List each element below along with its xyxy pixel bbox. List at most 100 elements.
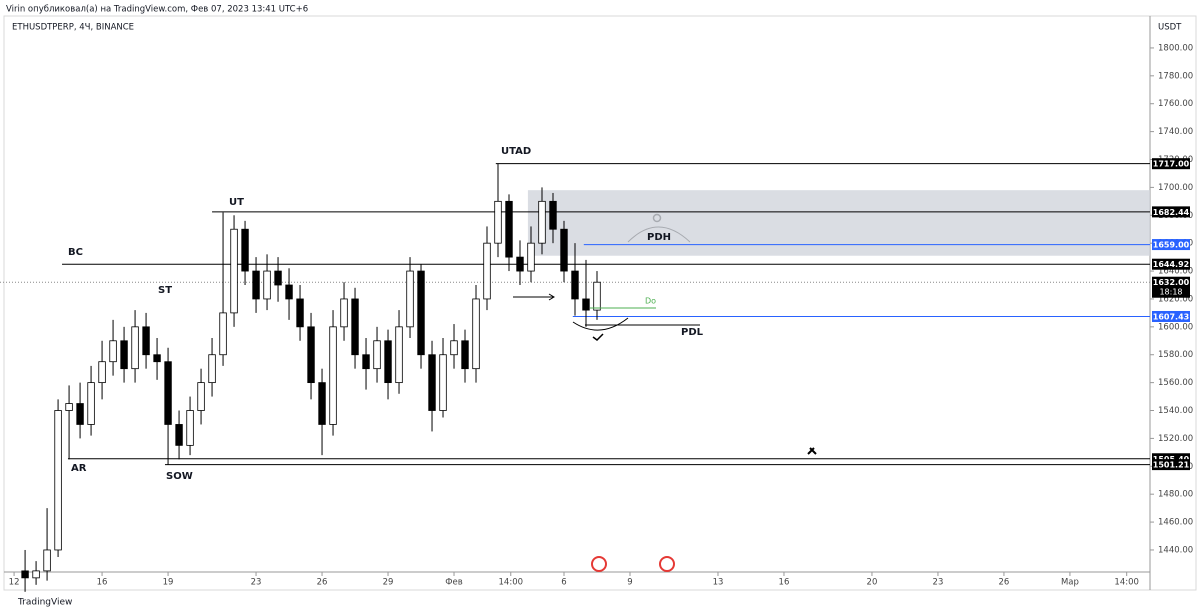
last-price-label: 1632.00 — [1153, 278, 1190, 287]
event-icon[interactable] — [659, 556, 675, 572]
candle-body — [362, 354, 370, 370]
x-tick-label: 16 — [779, 578, 790, 588]
candle-body — [252, 270, 260, 300]
y-tick-label: 1700.00 — [1158, 183, 1193, 193]
arrow — [513, 293, 555, 301]
level-label: 1644.92 — [1153, 260, 1189, 269]
y-tick-label: 1780.00 — [1158, 71, 1193, 81]
pdl-arc — [572, 317, 629, 331]
level-label-box — [1152, 158, 1190, 170]
annotation: PDL — [681, 327, 704, 338]
x-tick-label: 29 — [383, 578, 394, 588]
candle-body — [406, 270, 414, 328]
candle-body — [472, 298, 480, 370]
x-tick-label: 26 — [999, 578, 1010, 588]
y-tick-label: 1540.00 — [1158, 406, 1193, 416]
candle-body — [538, 200, 546, 244]
annotation: Do — [645, 297, 656, 306]
level-label-box — [1152, 453, 1190, 465]
candle-body — [263, 270, 271, 300]
candle-body — [186, 410, 194, 446]
level-label-box — [1152, 258, 1190, 270]
y-tick-label: 1460.00 — [1158, 518, 1193, 528]
candle-body — [483, 242, 491, 300]
candle-body — [219, 312, 227, 356]
annotation: AR — [71, 463, 87, 474]
level-label-box — [1152, 206, 1190, 218]
candle-body — [274, 270, 282, 286]
x-tick-label: 16 — [97, 578, 108, 588]
candle-body — [109, 340, 117, 363]
x-tick-label: 9 — [627, 578, 632, 588]
candle-body — [373, 340, 381, 370]
level-label: 1501.21 — [1153, 461, 1190, 470]
candle-body — [285, 284, 293, 300]
y-tick-label: 1600.00 — [1158, 322, 1193, 332]
level-label: 1682.44 — [1153, 208, 1190, 217]
tool-icon — [807, 447, 817, 455]
x-tick-label: Фев — [445, 578, 463, 588]
y-tick-label: 1620.00 — [1158, 294, 1193, 304]
x-tick-label: 6 — [561, 578, 566, 588]
candle-body — [505, 200, 513, 258]
candle-body — [307, 326, 315, 384]
level-label-box — [1152, 310, 1190, 322]
level-label-box — [1152, 239, 1190, 251]
candle-body — [230, 228, 238, 314]
candle-body — [131, 326, 139, 370]
candle-body — [241, 228, 249, 272]
candle-body — [428, 354, 436, 411]
x-tick-label: 26 — [317, 578, 328, 588]
candle-body — [87, 382, 95, 425]
y-tick-label: 1560.00 — [1158, 378, 1193, 388]
candle-body — [208, 354, 216, 384]
candle-body — [142, 326, 150, 356]
candle-body — [120, 340, 128, 370]
candle-body — [560, 228, 568, 272]
candle-body — [43, 549, 51, 572]
x-tick-label: Мар — [1061, 578, 1079, 588]
y-tick-label: 1740.00 — [1158, 127, 1193, 137]
x-tick-label: 23 — [933, 578, 944, 588]
x-tick-label: 13 — [713, 578, 724, 588]
x-tick-label: 23 — [251, 578, 262, 588]
candle-body — [351, 298, 359, 356]
candle-body — [197, 382, 205, 411]
candle-body — [384, 340, 392, 384]
supply-zone — [527, 190, 1150, 256]
y-tick-label: 1520.00 — [1158, 434, 1193, 444]
candle-body — [98, 361, 106, 384]
x-tick-label: 14:00 — [1114, 578, 1139, 588]
y-tick-label: 1760.00 — [1158, 99, 1193, 109]
symbol-title: ETHUSDTPERP, 4Ч, BINANCE — [12, 23, 134, 33]
candle-body — [21, 570, 29, 579]
annotation: UTAD — [501, 146, 531, 157]
annotation: UT — [229, 197, 244, 208]
candle-body — [65, 403, 73, 411]
candle-body — [296, 298, 304, 328]
level-label: 1659.00 — [1153, 241, 1190, 250]
countdown: 18:18 — [1159, 288, 1182, 297]
candle-body — [549, 200, 557, 230]
event-icon[interactable] — [591, 556, 607, 572]
candle-body — [32, 570, 40, 579]
annotation: BC — [68, 247, 83, 258]
frame — [3, 15, 1197, 591]
candle-body — [76, 403, 84, 425]
x-tick-label: 14:00 — [499, 578, 524, 588]
candle-body — [175, 424, 183, 446]
candle-body — [593, 281, 601, 311]
y-tick-label: 1800.00 — [1158, 43, 1193, 53]
candle-body — [395, 326, 403, 384]
candle-body — [516, 256, 524, 272]
y-tick-label: 1480.00 — [1158, 490, 1193, 500]
axis-unit: USDT — [1158, 23, 1182, 33]
candle-body — [417, 270, 425, 356]
candle-body — [494, 200, 502, 244]
level-label: 1607.43 — [1153, 312, 1189, 321]
published-note: Virin опубликовал(а) на TradingView.com,… — [6, 5, 308, 15]
x-tick-label: 12 — [9, 578, 20, 588]
annotation: SOW — [166, 471, 193, 482]
brand: TradingView — [17, 598, 72, 608]
